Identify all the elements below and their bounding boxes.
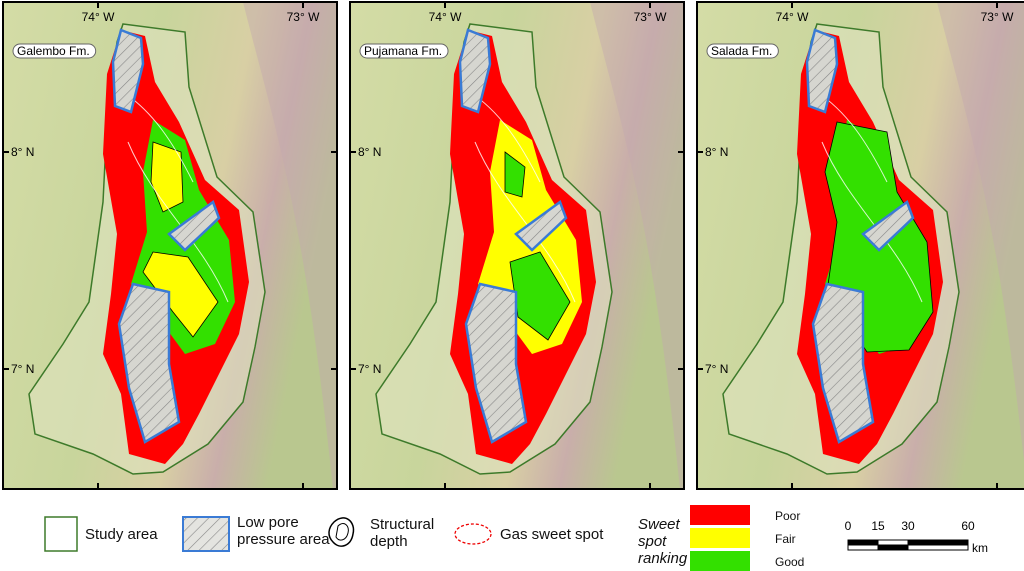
longitude-label: 74° W [82,10,115,24]
low-pressure-area [514,200,568,252]
scale-segment [877,544,909,551]
latitude-label: 8° N [705,145,728,159]
ranking-swatch [690,528,750,548]
formation-label: Galembo Fm. [17,44,90,58]
terrain-relief [243,2,337,489]
formation-label: Salada Fm. [711,44,772,58]
map-panel: Pujamana Fm. 74° W 73° W 8° N 7° N [349,1,685,490]
low-pressure-area [811,282,875,444]
scale-label: 60 [961,519,975,533]
study-area-swatch [44,516,78,552]
low-pressure-area [458,28,492,114]
terrain-relief [590,2,684,489]
longitude-label: 73° W [981,10,1014,24]
low-pressure-area [805,28,839,114]
scale-segment [907,539,969,546]
ranking-swatch [690,505,750,525]
sweet-spot-icon [454,523,492,545]
low-pressure-area [464,282,528,444]
longitude-label: 73° W [287,10,320,24]
formation-label-box [12,43,97,59]
scale-label: 0 [845,519,852,533]
ranking-label: Fair [775,532,796,546]
low-pressure-area [111,28,145,114]
scale-label: 15 [871,519,885,533]
formation-label-box [706,43,779,59]
scale-segment [877,539,909,546]
structural-depth-icon [335,523,349,541]
scale-label: 30 [901,519,915,533]
ranking-swatch [690,551,750,571]
legend-label: Study area [85,526,158,543]
longitude-label: 73° W [634,10,667,24]
low-pressure-swatch [182,516,230,552]
scale-segment [847,539,879,546]
longitude-label: 74° W [429,10,462,24]
scale-segment [907,544,969,551]
legend-graphics: 0 15 30 60 km [44,505,988,571]
longitude-label: 74° W [776,10,809,24]
scale-unit: km [972,541,988,555]
legend-label: Gas sweet spot [500,526,604,543]
formation-label: Pujamana Fm. [364,44,442,58]
low-pressure-area [117,282,181,444]
map-panel: Galembo Fm. 74° W 73° W 8° N 7° N [2,1,338,490]
latitude-label: 8° N [11,145,34,159]
ranking-label: Good [775,555,805,569]
low-pressure-area [167,200,221,252]
panel-frame [2,1,338,490]
ranking-title: Sweet spot ranking [638,516,688,567]
legend-label: Structural depth [370,516,435,550]
low-pressure-area [861,200,915,252]
structural-depth-icon [328,517,355,547]
panel-frame [349,1,685,490]
formation-label-box [359,43,449,59]
panel-frame [696,1,1024,490]
ranking-zone [142,141,219,338]
latitude-label: 7° N [358,362,381,376]
map-panel: Salada Fm. 74° W 73° W 8° N 7° N [696,1,1024,490]
terrain-relief [937,2,1024,462]
ranking-label: Poor [775,509,801,523]
scale-segment [847,544,879,551]
latitude-label: 8° N [358,145,381,159]
latitude-label: 7° N [705,362,728,376]
latitude-label: 7° N [11,362,34,376]
legend-label: Low pore pressure area [237,514,330,548]
